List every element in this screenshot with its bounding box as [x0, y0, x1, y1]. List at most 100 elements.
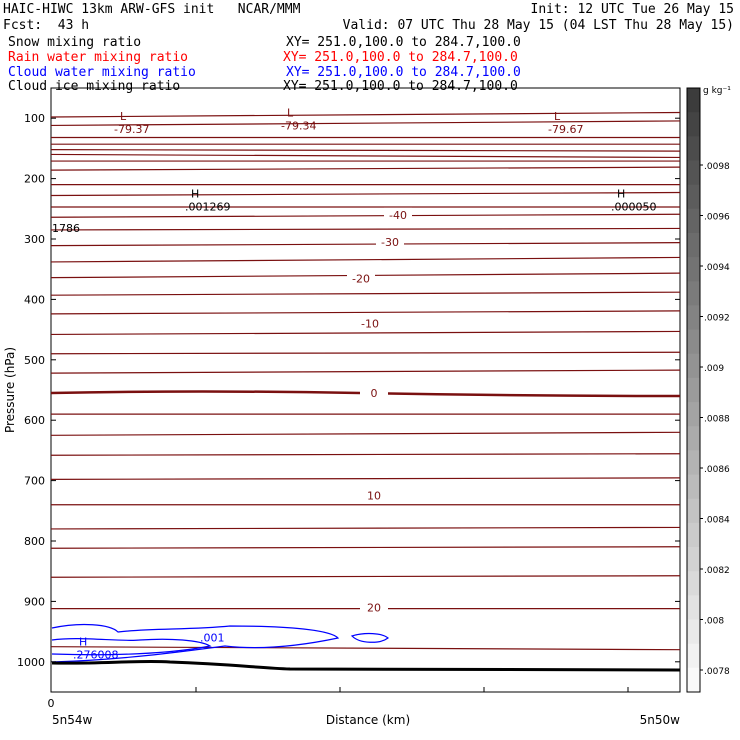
colorbar-segment — [687, 547, 700, 572]
isotherm-line — [50, 575, 681, 578]
x-tick-label: 0 — [48, 697, 55, 710]
isotherm-line — [50, 477, 681, 480]
colorbar-tick-label: .0092 — [704, 314, 730, 324]
isotherm-label-bg — [384, 207, 412, 221]
cloud-water-contour — [350, 632, 389, 643]
colorbar-segment — [687, 232, 700, 258]
isotherm-label: -10 — [361, 318, 379, 331]
isotherm-line — [50, 330, 681, 336]
isotherm-label: 0 — [371, 387, 378, 400]
isotherm-label: -40 — [389, 209, 407, 222]
colorbar-tick-label: .0086 — [704, 465, 730, 475]
colorbar-segment — [687, 208, 700, 234]
colorbar-segment — [687, 353, 700, 379]
colorbar-tick-label: .0094 — [704, 263, 730, 273]
colorbar-segment — [687, 305, 700, 331]
extremum-mark: H — [191, 187, 199, 200]
colorbar-segment — [687, 88, 700, 113]
legend-xy-snow: XY= 251.0,100.0 to 284.7,100.0 — [286, 35, 521, 50]
colorbar-segment — [687, 184, 700, 210]
init-time: Init: 12 UTC Tue 26 May 15 — [530, 2, 735, 17]
isotherm-line — [50, 227, 681, 231]
legend-label-snow: Snow mixing ratio — [8, 35, 142, 50]
isotherm-line — [50, 191, 681, 197]
isotherm-label-bg — [360, 488, 388, 502]
colorbar-tick-label: .008 — [704, 617, 724, 627]
colorbar-segment — [687, 136, 700, 161]
extremum-mark: L — [120, 110, 127, 123]
isotherm-line — [50, 149, 681, 152]
isotherm-line — [50, 166, 681, 171]
colorbar-segment — [687, 160, 700, 186]
cloud-water-label: .001 — [200, 632, 225, 645]
model-title: HAIC-HIWC 13km ARW-GFS init NCAR/MMM — [3, 2, 301, 17]
x-end-label-right: 5n50w — [640, 713, 681, 727]
extremum-value: -79.37 — [114, 123, 149, 136]
cloud-water-contour — [51, 623, 340, 663]
isotherm-line — [50, 369, 681, 374]
colorbar-segment — [687, 667, 700, 693]
y-tick-label: 500 — [24, 354, 45, 367]
colorbar-segment — [687, 498, 700, 524]
extremum-value: -79.34 — [281, 119, 316, 132]
isotherm-line — [50, 546, 681, 549]
isotherm-label-bg — [360, 386, 388, 400]
colorbar-tick-label: .009 — [704, 364, 724, 374]
colorbar-unit: g kg⁻¹ — [703, 86, 731, 96]
legend-xy-cloud-ice: XY= 251.0,100.0 to 284.7,100.0 — [283, 79, 518, 94]
snow-edge-label: 1786 — [52, 222, 80, 235]
colorbar-segment — [687, 595, 700, 621]
colorbar-segment — [687, 281, 700, 306]
extremum-value: .000050 — [611, 200, 657, 213]
y-tick-label: 400 — [24, 293, 45, 306]
x-end-label-left: 5n54w — [52, 713, 93, 727]
extremum-value: -79.67 — [548, 123, 583, 136]
isotherm-line — [50, 213, 681, 218]
legend-label-cloud-ice: Cloud ice mixing ratio — [8, 79, 181, 94]
isotherm-line — [50, 291, 681, 296]
y-tick-label: 100 — [24, 112, 45, 125]
terrain-line — [51, 659, 681, 672]
isotherm-line — [50, 431, 681, 436]
isotherm-line — [50, 646, 681, 651]
colorbar-tick-label: .0088 — [704, 415, 730, 425]
colorbar-frame — [686, 87, 701, 693]
y-tick-label: 300 — [24, 233, 45, 246]
isotherm-line — [50, 111, 681, 118]
colorbar-segment — [687, 426, 700, 451]
colorbar-segment — [687, 257, 700, 282]
legend-xy-cloud-water: XY= 251.0,100.0 to 284.7,100.0 — [286, 65, 521, 80]
colorbar-tick-label: .0096 — [704, 213, 730, 223]
y-tick-label: 700 — [24, 475, 45, 488]
forecast-hour: Fcst: 43 h — [3, 18, 90, 33]
isotherm-line — [50, 453, 681, 456]
extremum-value: .001269 — [185, 200, 231, 213]
isotherm-label: -30 — [381, 236, 399, 249]
colorbar-tick-label: .0082 — [704, 566, 730, 576]
y-tick-label: 800 — [24, 535, 45, 548]
isotherm-line — [50, 256, 681, 263]
y-tick-label: 1000 — [17, 656, 45, 669]
extremum-mark: L — [287, 106, 294, 119]
isotherm-line — [50, 153, 681, 159]
y-tick-label: 900 — [24, 595, 45, 608]
legend-label-rain: Rain water mixing ratio — [8, 50, 189, 65]
isotherm-label: 10 — [367, 490, 381, 503]
colorbar-segment — [687, 474, 700, 500]
plot-frame — [50, 87, 681, 693]
colorbar-tick-label: .0098 — [704, 162, 730, 172]
y-tick-label: 200 — [24, 173, 45, 186]
legend-label-cloud-water: Cloud water mixing ratio — [8, 65, 196, 80]
extremum-mark: L — [554, 110, 561, 123]
extremum-mark: H — [79, 636, 87, 649]
isotherm-line — [50, 351, 681, 355]
y-axis-title: Pressure (hPa) — [3, 347, 17, 433]
colorbar-segment — [687, 643, 700, 669]
legend-xy-rain: XY= 251.0,100.0 to 284.7,100.0 — [283, 50, 518, 65]
isotherm-line — [50, 526, 681, 530]
isotherm-line — [50, 120, 681, 127]
isotherm-label-bg — [360, 600, 388, 614]
y-tick-label: 600 — [24, 414, 45, 427]
isotherm-line — [50, 310, 681, 315]
